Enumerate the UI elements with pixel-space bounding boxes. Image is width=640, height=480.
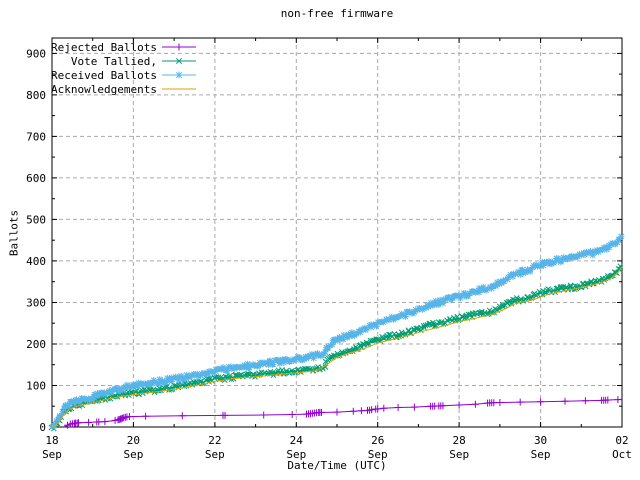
legend-sample-marker xyxy=(175,71,183,79)
x-tick-label: 26 xyxy=(371,434,384,447)
legend-sample-marker xyxy=(175,43,183,51)
series-line-acknowledgements xyxy=(51,266,623,428)
legend-label-2: Vote Tallied, xyxy=(71,55,157,68)
x-tick-label: 28 xyxy=(453,434,466,447)
x-tick-label: Sep xyxy=(449,448,469,461)
y-tick-label: 700 xyxy=(26,130,46,143)
x-tick-label: Sep xyxy=(42,448,62,461)
y-tick-label: 200 xyxy=(26,338,46,351)
x-tick-label: 02 xyxy=(615,434,628,447)
x-tick-label: Sep xyxy=(205,448,225,461)
legend-label-4: Acknowledgements xyxy=(51,83,157,96)
y-tick-label: 300 xyxy=(26,296,46,309)
y-tick-label: 500 xyxy=(26,213,46,226)
series-markers-received-ballots xyxy=(49,233,625,430)
x-tick-label: 30 xyxy=(534,434,547,447)
x-tick-label: Sep xyxy=(286,448,306,461)
x-tick-label: Sep xyxy=(123,448,143,461)
x-tick-label: 18 xyxy=(45,434,58,447)
y-tick-label: 100 xyxy=(26,379,46,392)
legend-sample-marker xyxy=(175,57,183,65)
y-tick-label: 0 xyxy=(39,421,46,434)
x-tick-label: Sep xyxy=(531,448,551,461)
plot-frame xyxy=(51,37,623,428)
x-tick-label: 22 xyxy=(208,434,221,447)
y-tick-label: 400 xyxy=(26,255,46,268)
legend-label-3: Received Ballots xyxy=(51,69,157,82)
y-tick-label: 600 xyxy=(26,172,46,185)
y-tick-label: 800 xyxy=(26,89,46,102)
series-markers-rejected-ballots xyxy=(64,396,622,429)
series-line-vote-tallied xyxy=(51,264,623,428)
series-markers-vote-tallied xyxy=(48,263,624,432)
series-line-rejected-ballots xyxy=(63,398,623,428)
x-tick-label: 24 xyxy=(290,434,304,447)
y-tick-label: 900 xyxy=(26,47,46,60)
x-tick-label: Oct xyxy=(612,448,632,461)
chart-title: non-free firmware xyxy=(280,7,394,20)
x-axis-label: Date/Time (UTC) xyxy=(287,459,387,472)
x-tick-label: Sep xyxy=(368,448,388,461)
legend-label-1: Rejected Ballots xyxy=(51,41,157,54)
x-tick-label: 20 xyxy=(127,434,140,447)
